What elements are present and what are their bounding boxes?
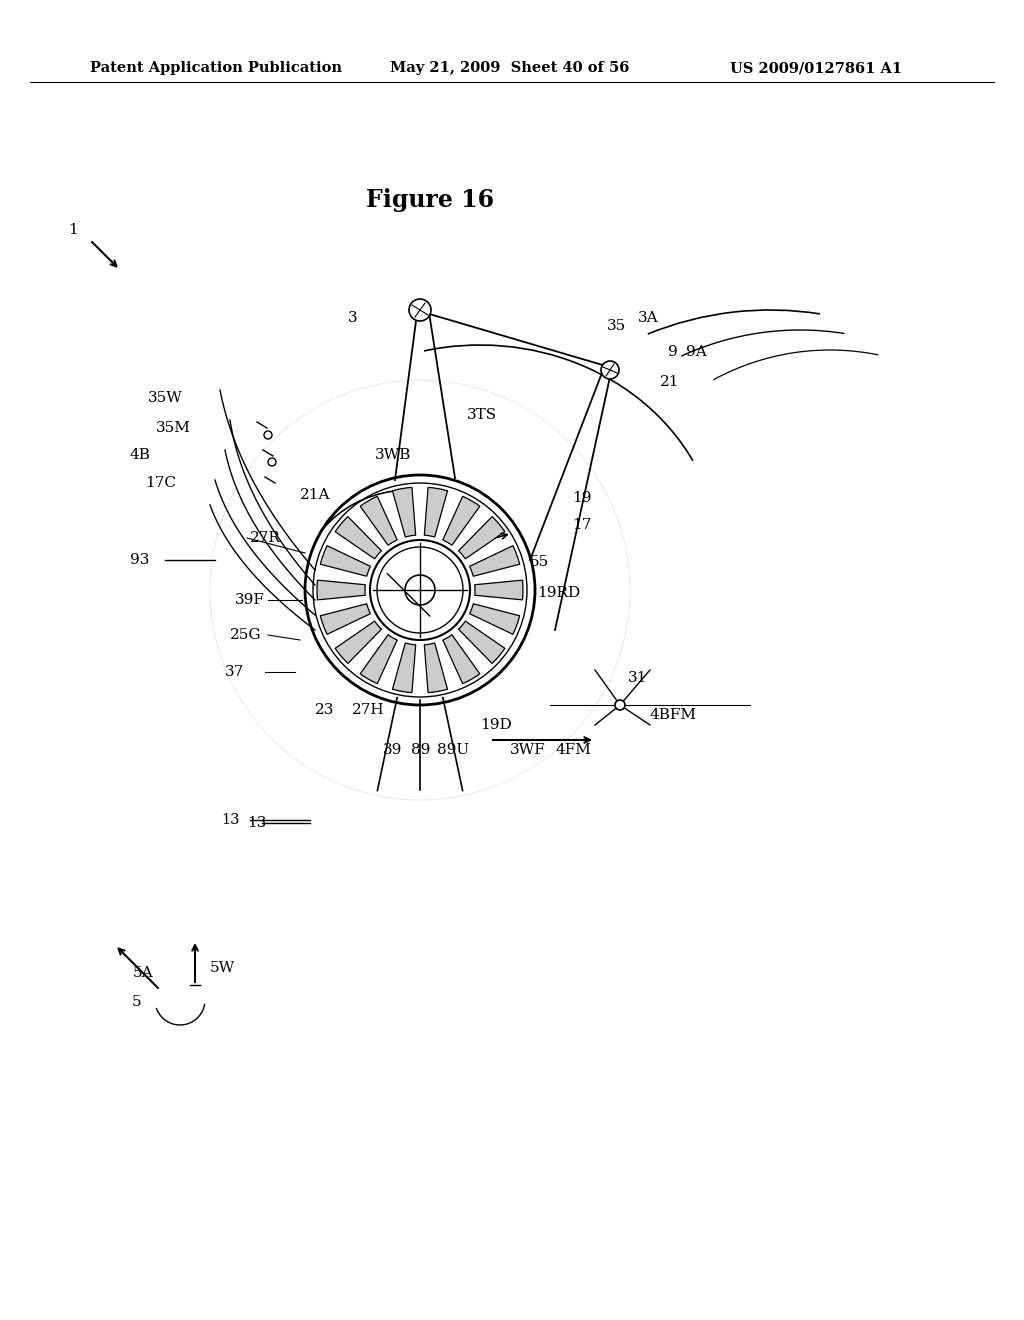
Text: 5A: 5A	[133, 966, 154, 979]
Text: 35W: 35W	[148, 391, 183, 405]
Text: 4B: 4B	[130, 447, 151, 462]
Polygon shape	[459, 516, 505, 558]
Text: 21A: 21A	[300, 488, 331, 502]
Text: 3TS: 3TS	[467, 408, 497, 422]
Polygon shape	[470, 545, 520, 577]
Text: 3A: 3A	[638, 312, 658, 325]
Text: 19D: 19D	[480, 718, 512, 733]
Text: 27H: 27H	[352, 704, 385, 717]
Text: 39: 39	[383, 743, 402, 756]
Text: 37: 37	[225, 665, 245, 678]
Polygon shape	[360, 635, 397, 684]
Text: 19RD: 19RD	[537, 586, 581, 601]
Polygon shape	[442, 635, 480, 684]
Text: 35M: 35M	[156, 421, 190, 436]
Text: 13: 13	[247, 816, 266, 830]
Text: 3WF: 3WF	[510, 743, 546, 756]
Text: 13: 13	[221, 813, 240, 828]
Text: Patent Application Publication: Patent Application Publication	[90, 61, 342, 75]
Text: 4FM: 4FM	[555, 743, 591, 756]
Text: 19: 19	[572, 491, 592, 506]
Circle shape	[268, 458, 276, 466]
Text: 5W: 5W	[210, 961, 236, 975]
Polygon shape	[321, 603, 371, 635]
Text: US 2009/0127861 A1: US 2009/0127861 A1	[730, 61, 902, 75]
Text: May 21, 2009  Sheet 40 of 56: May 21, 2009 Sheet 40 of 56	[390, 61, 630, 75]
Text: 35: 35	[607, 319, 627, 333]
Polygon shape	[321, 545, 371, 577]
Circle shape	[409, 300, 431, 321]
Text: 3: 3	[348, 312, 357, 325]
Text: 4BFM: 4BFM	[650, 708, 697, 722]
Text: 39F: 39F	[234, 593, 265, 607]
Polygon shape	[470, 603, 520, 635]
Polygon shape	[335, 516, 382, 558]
Text: 5: 5	[132, 995, 141, 1008]
Circle shape	[615, 700, 625, 710]
Polygon shape	[424, 643, 447, 693]
Polygon shape	[392, 643, 416, 693]
Circle shape	[264, 432, 272, 440]
Polygon shape	[459, 622, 505, 664]
Text: 31: 31	[628, 671, 647, 685]
Text: 27R: 27R	[250, 531, 281, 545]
Polygon shape	[424, 487, 447, 537]
Polygon shape	[360, 496, 397, 545]
Polygon shape	[392, 487, 416, 537]
Text: 9: 9	[668, 345, 678, 359]
Polygon shape	[475, 579, 523, 599]
Text: 89: 89	[411, 743, 430, 756]
Text: 55: 55	[530, 554, 549, 569]
Text: 93: 93	[130, 553, 150, 568]
Text: 89U: 89U	[437, 743, 469, 756]
Text: 25G: 25G	[230, 628, 261, 642]
Text: 9A: 9A	[686, 345, 707, 359]
Polygon shape	[317, 579, 366, 599]
Text: 3WB: 3WB	[375, 447, 412, 462]
Text: 17: 17	[572, 517, 592, 532]
Text: 17C: 17C	[145, 477, 176, 490]
Text: Figure 16: Figure 16	[366, 187, 494, 213]
Circle shape	[601, 360, 618, 379]
Text: 23: 23	[315, 704, 335, 717]
Text: 1: 1	[68, 223, 78, 238]
Text: 21: 21	[660, 375, 680, 389]
Polygon shape	[335, 622, 382, 664]
Polygon shape	[442, 496, 480, 545]
